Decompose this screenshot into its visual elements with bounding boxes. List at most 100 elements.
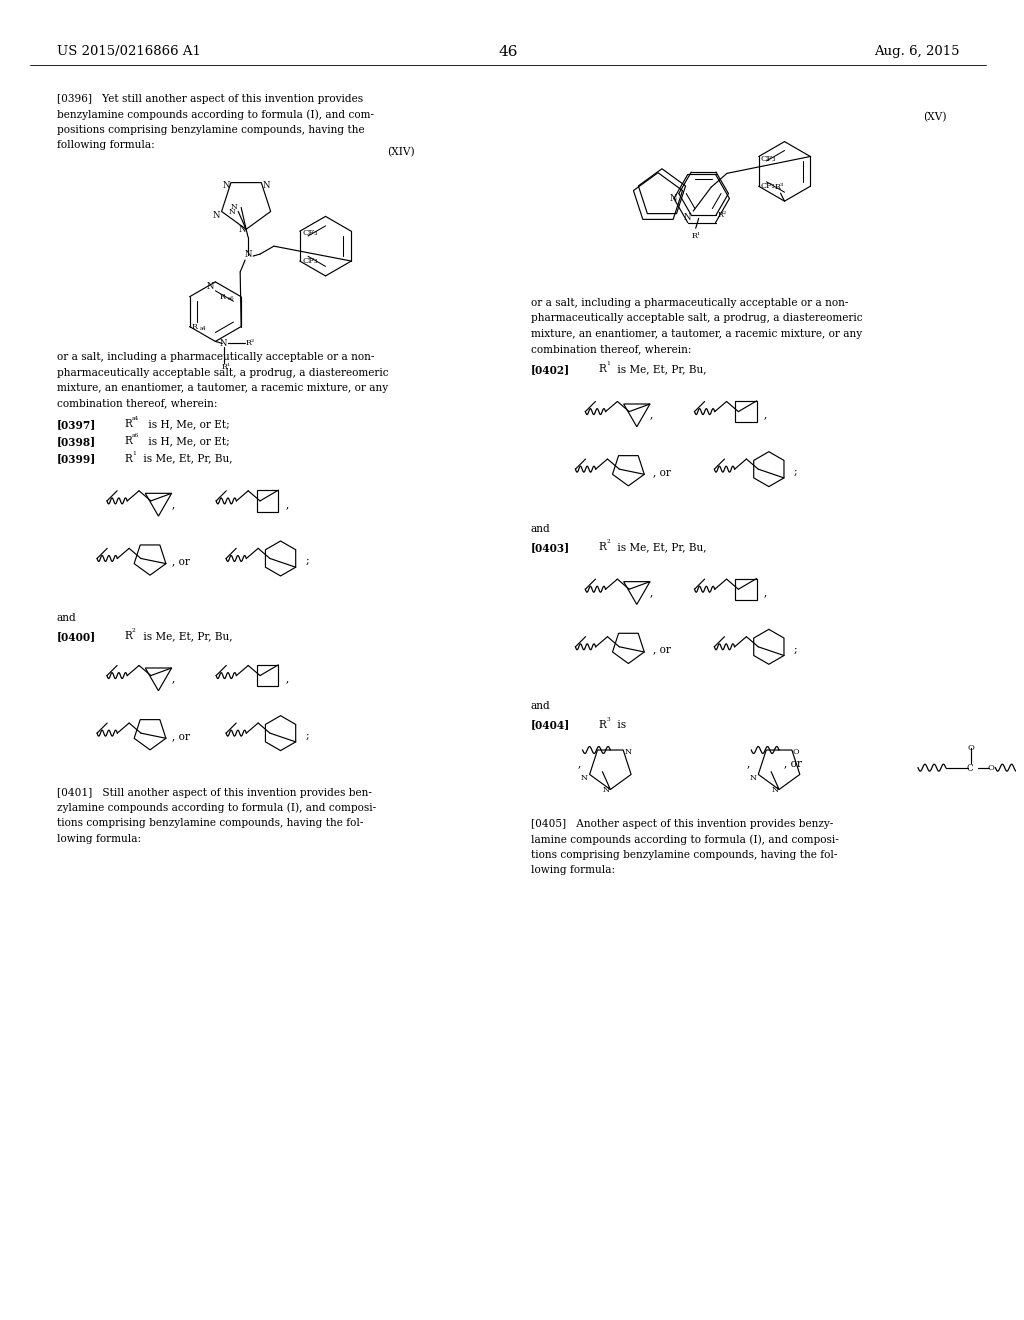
Text: R: R <box>124 454 132 463</box>
Text: O: O <box>987 764 994 772</box>
Text: a4: a4 <box>200 326 206 330</box>
Text: , or: , or <box>653 644 671 655</box>
Text: is: is <box>614 719 627 730</box>
Text: [0398]: [0398] <box>56 436 96 447</box>
Text: [0397]: [0397] <box>56 418 96 430</box>
Text: , or: , or <box>172 556 189 566</box>
Text: 3: 3 <box>606 717 610 722</box>
Text: R: R <box>124 436 132 446</box>
Text: pharmaceutically acceptable salt, a prodrug, a diastereomeric: pharmaceutically acceptable salt, a prod… <box>531 313 862 323</box>
Text: positions comprising benzylamine compounds, having the: positions comprising benzylamine compoun… <box>56 125 365 135</box>
Text: a6: a6 <box>132 433 139 438</box>
Text: combination thereof, wherein:: combination thereof, wherein: <box>56 399 217 408</box>
Text: N: N <box>244 249 252 259</box>
Text: Aug. 6, 2015: Aug. 6, 2015 <box>874 45 959 58</box>
Text: [0396]   Yet still another aspect of this invention provides: [0396] Yet still another aspect of this … <box>56 94 362 104</box>
Text: is Me, Et, Pr, Bu,: is Me, Et, Pr, Bu, <box>140 631 232 642</box>
Text: N: N <box>223 181 230 190</box>
Text: is H, Me, or Et;: is H, Me, or Et; <box>144 436 229 446</box>
Text: lowing formula:: lowing formula: <box>531 866 615 875</box>
Text: 1: 1 <box>132 450 136 455</box>
Text: is H, Me, or Et;: is H, Me, or Et; <box>144 418 229 429</box>
Text: or a salt, including a pharmaceutically acceptable or a non-: or a salt, including a pharmaceutically … <box>56 352 374 363</box>
Text: R: R <box>598 364 606 375</box>
Text: N: N <box>207 282 214 290</box>
Text: ,: , <box>650 587 653 597</box>
Text: N: N <box>213 211 220 220</box>
Text: US 2015/0216866 A1: US 2015/0216866 A1 <box>56 45 201 58</box>
Text: N: N <box>219 339 227 348</box>
Text: following formula:: following formula: <box>56 140 155 150</box>
Text: a6: a6 <box>227 296 233 301</box>
Text: [0403]: [0403] <box>531 543 570 553</box>
Text: is Me, Et, Pr, Bu,: is Me, Et, Pr, Bu, <box>140 454 232 463</box>
Text: N: N <box>670 194 678 202</box>
Text: , or: , or <box>172 731 189 741</box>
Text: ,: , <box>286 673 289 684</box>
Text: N: N <box>603 785 610 793</box>
Text: ;: ; <box>794 467 798 477</box>
Text: and: and <box>531 701 551 711</box>
Text: 1: 1 <box>606 362 610 366</box>
Text: N: N <box>683 213 691 222</box>
Text: lowing formula:: lowing formula: <box>56 834 140 843</box>
Text: ,: , <box>172 499 175 508</box>
Text: R¹: R¹ <box>692 232 701 240</box>
Text: a4: a4 <box>132 416 139 421</box>
Text: [0399]: [0399] <box>56 454 96 465</box>
Text: , or: , or <box>784 758 802 768</box>
Text: N: N <box>262 181 269 190</box>
Text: R: R <box>598 543 606 552</box>
Text: combination thereof, wherein:: combination thereof, wherein: <box>531 345 691 354</box>
Text: R: R <box>598 719 606 730</box>
Text: ;: ; <box>306 731 309 741</box>
Text: ,: , <box>764 409 767 420</box>
Text: CF₃: CF₃ <box>303 257 318 265</box>
Text: 2: 2 <box>132 628 136 634</box>
Text: pharmaceutically acceptable salt, a prodrug, a diastereomeric: pharmaceutically acceptable salt, a prod… <box>56 368 388 378</box>
Text: lamine compounds according to formula (I), and composi-: lamine compounds according to formula (I… <box>531 834 839 845</box>
Text: CF₃: CF₃ <box>761 182 775 190</box>
Text: N: N <box>750 775 757 783</box>
Text: benzylamine compounds according to formula (I), and com-: benzylamine compounds according to formu… <box>56 110 374 120</box>
Text: R²: R² <box>245 339 254 347</box>
Text: R: R <box>191 322 198 330</box>
Text: N: N <box>581 775 588 783</box>
Text: R: R <box>124 631 132 642</box>
Text: N: N <box>625 748 631 756</box>
Text: and: and <box>56 612 77 623</box>
Text: tions comprising benzylamine compounds, having the fol-: tions comprising benzylamine compounds, … <box>531 850 838 861</box>
Text: [0405]   Another aspect of this invention provides benzy-: [0405] Another aspect of this invention … <box>531 820 834 829</box>
Text: ,: , <box>286 499 289 508</box>
Text: tions comprising benzylamine compounds, having the fol-: tions comprising benzylamine compounds, … <box>56 818 362 828</box>
Text: [0404]: [0404] <box>531 719 570 730</box>
Text: N: N <box>239 226 246 235</box>
Text: is Me, Et, Pr, Bu,: is Me, Et, Pr, Bu, <box>614 364 707 375</box>
Text: [0400]: [0400] <box>56 631 96 643</box>
Text: is Me, Et, Pr, Bu,: is Me, Et, Pr, Bu, <box>614 543 707 552</box>
Text: [0402]: [0402] <box>531 364 570 375</box>
Text: ,: , <box>578 758 581 768</box>
Text: N: N <box>230 203 237 211</box>
Text: ,: , <box>172 673 175 684</box>
Text: N: N <box>228 209 236 216</box>
Text: or a salt, including a pharmaceutically acceptable or a non-: or a salt, including a pharmaceutically … <box>531 298 848 308</box>
Text: ,: , <box>650 409 653 420</box>
Text: R: R <box>219 293 225 301</box>
Text: , or: , or <box>653 467 671 477</box>
Text: R: R <box>124 418 132 429</box>
Text: R¹: R¹ <box>221 363 230 371</box>
Text: N: N <box>772 785 778 793</box>
Text: O: O <box>968 744 975 752</box>
Text: ;: ; <box>306 556 309 566</box>
Text: ,: , <box>764 587 767 597</box>
Text: O: O <box>793 748 800 756</box>
Text: mixture, an enantiomer, a tautomer, a racemic mixture, or any: mixture, an enantiomer, a tautomer, a ra… <box>56 383 388 393</box>
Text: CF₃: CF₃ <box>761 154 776 162</box>
Text: R³: R³ <box>774 183 783 191</box>
Text: R²: R² <box>718 211 727 219</box>
Text: C: C <box>967 764 973 772</box>
Text: 2: 2 <box>606 539 610 544</box>
Text: and: and <box>531 524 551 533</box>
Text: [0401]   Still another aspect of this invention provides ben-: [0401] Still another aspect of this inve… <box>56 788 372 797</box>
